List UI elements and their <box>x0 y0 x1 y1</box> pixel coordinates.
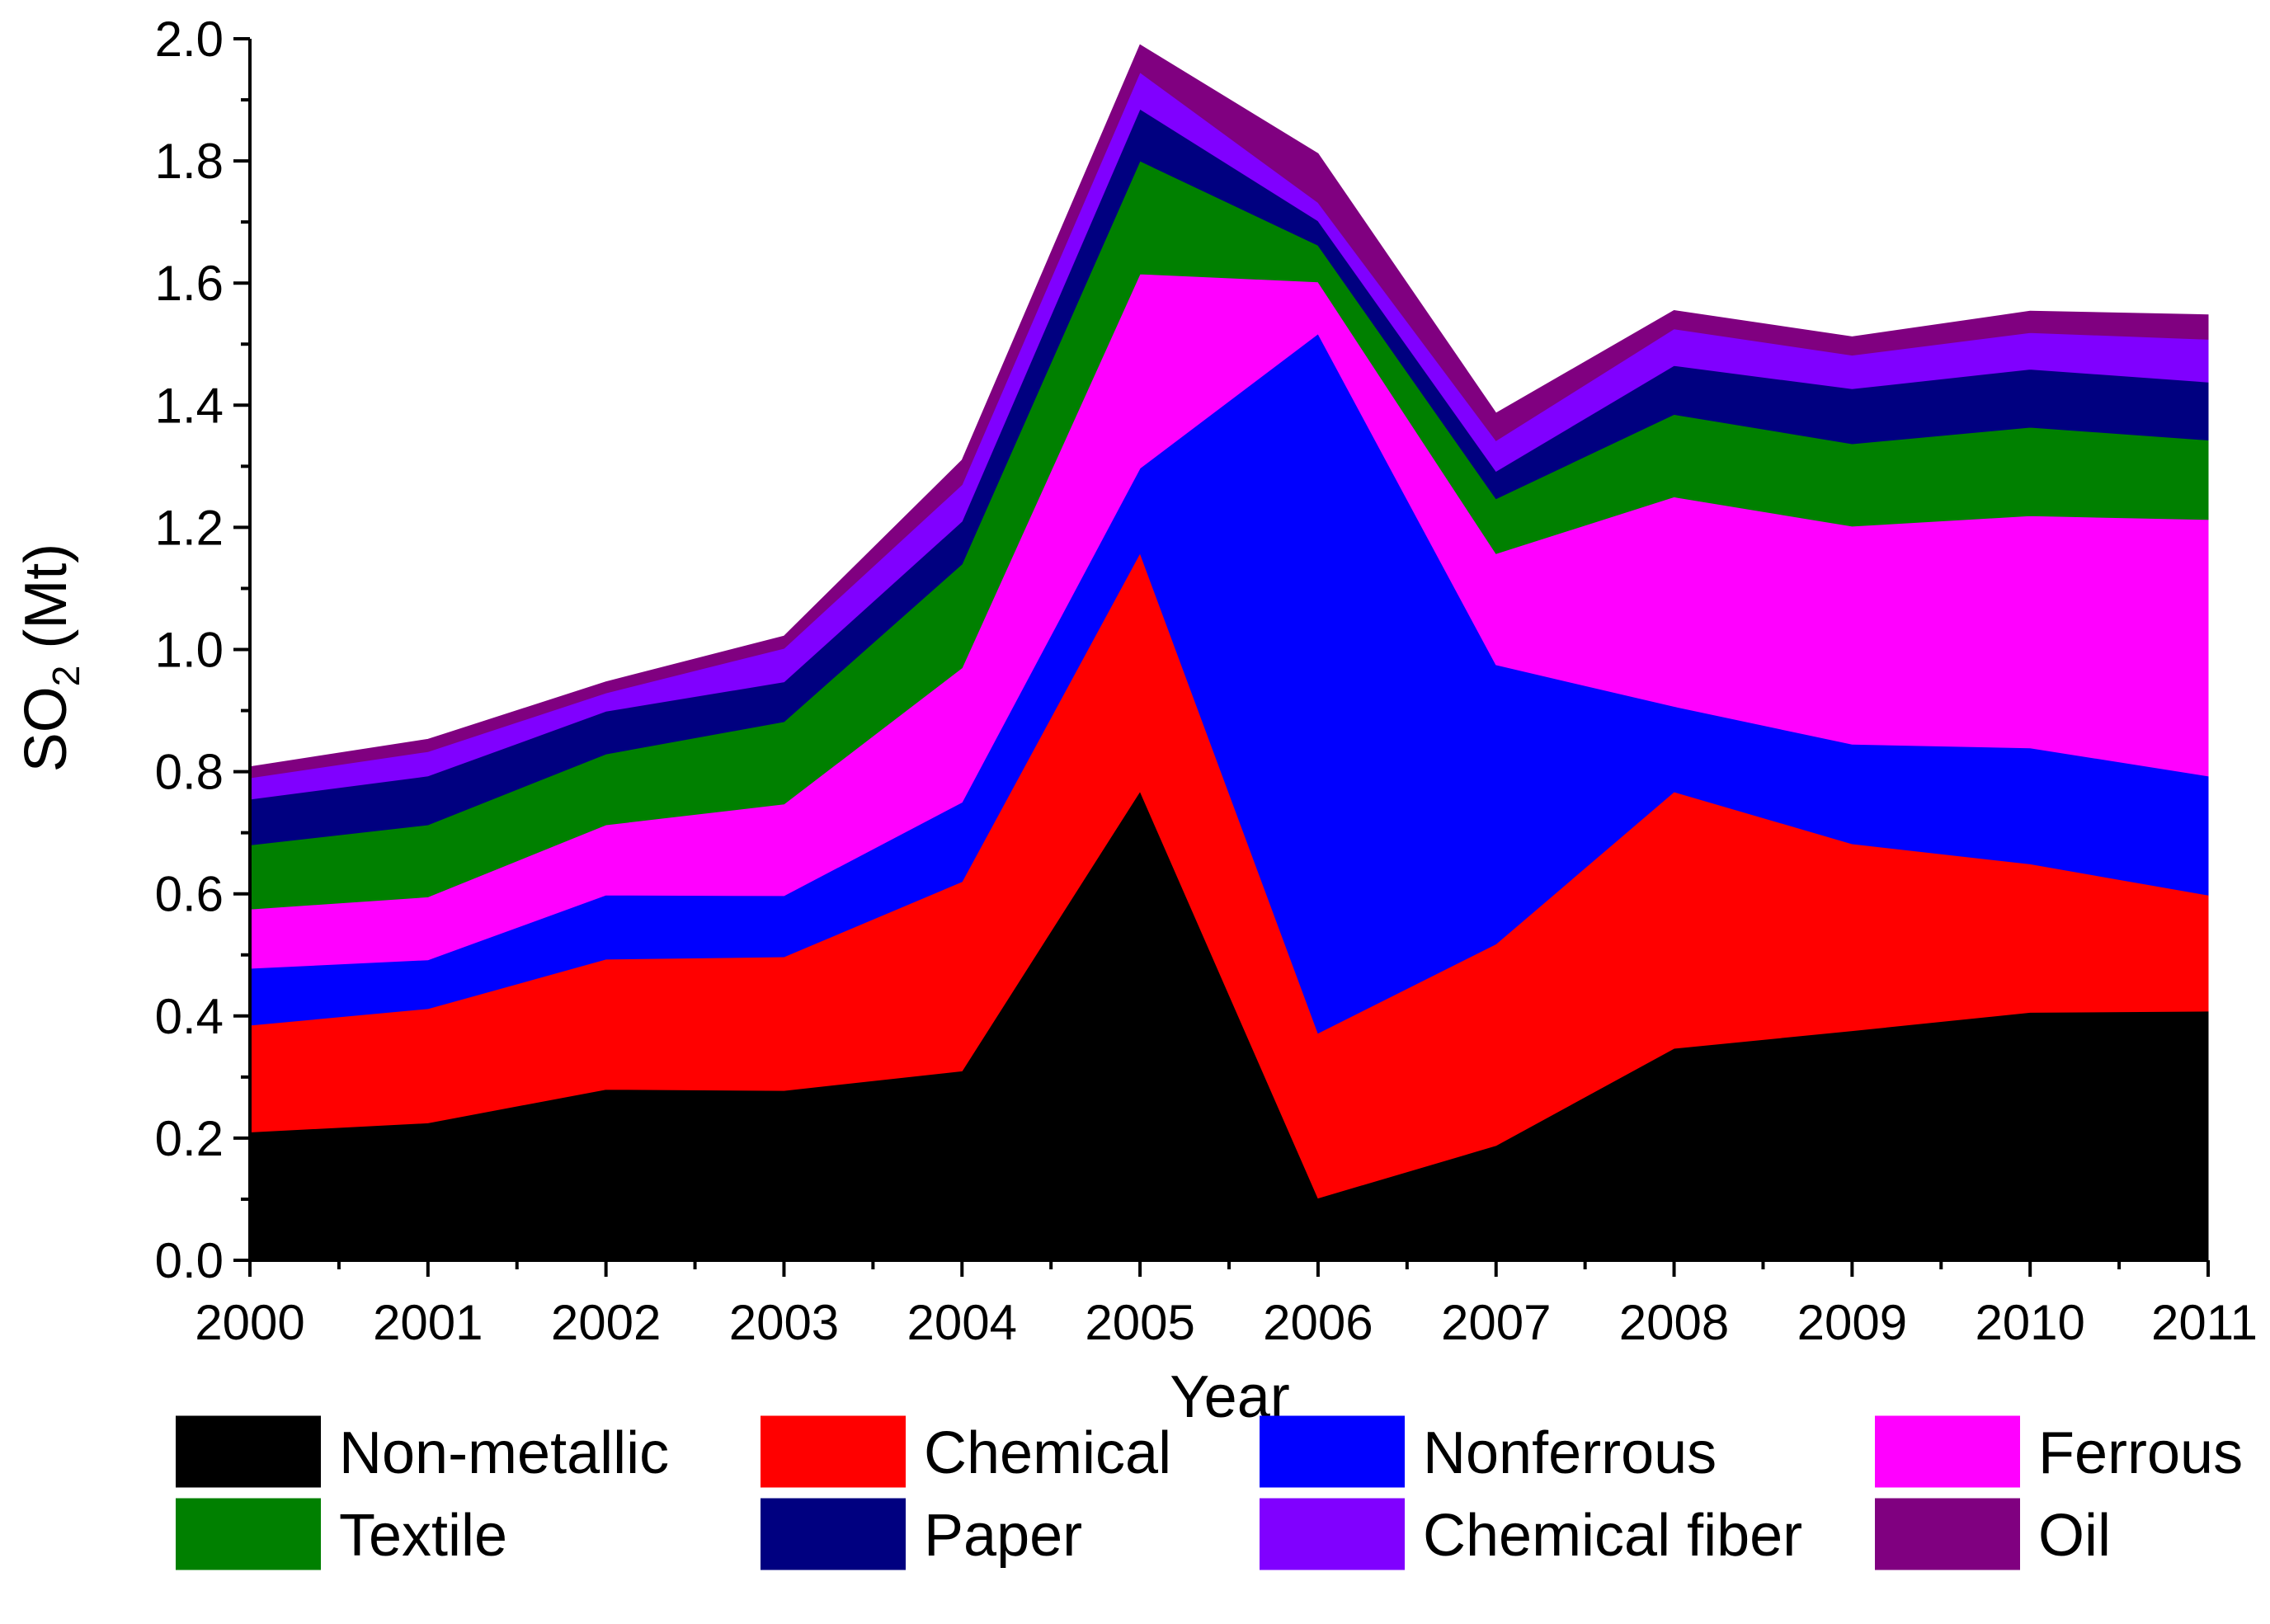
y-axis-title-subscript: 2 <box>45 666 87 687</box>
y-tick-label: 1.0 <box>155 623 224 678</box>
legend-swatch-ferrous <box>1875 1415 2020 1488</box>
area-oil <box>249 44 2209 779</box>
legend-swatch-chemical <box>761 1415 906 1488</box>
x-tick-label: 2010 <box>1975 1295 2084 1350</box>
y-tick-label: 1.2 <box>155 500 224 555</box>
y-tick-label: 1.4 <box>155 378 224 433</box>
y-tick-label: 2.0 <box>155 12 224 67</box>
legend-swatch-oil <box>1875 1498 2020 1570</box>
legend-label-nonferrous: Nonferrous <box>1423 1420 1717 1486</box>
x-tick-label: 2006 <box>1263 1295 1373 1350</box>
y-tick-label: 0.8 <box>155 745 224 800</box>
y-tick-label: 0.6 <box>155 867 224 922</box>
y-axis-ticks: 0.0 0.2 0.4 0.6 0.8 1.0 1.2 1.4 1.6 1.8 2.0 <box>155 12 250 1288</box>
legend-label-oil: Oil <box>2038 1503 2111 1569</box>
legend-label-chemical: Chemical <box>924 1420 1171 1486</box>
legend-label-ferrous: Ferrous <box>2038 1420 2243 1486</box>
x-tick-label: 2005 <box>1085 1295 1194 1350</box>
x-tick-label: 2002 <box>551 1295 661 1350</box>
y-tick-label: 0.0 <box>155 1233 224 1288</box>
x-tick-label: 2009 <box>1797 1295 1907 1350</box>
x-tick-label: 2003 <box>729 1295 839 1350</box>
y-tick-label: 0.2 <box>155 1111 224 1166</box>
legend-label-chemical-fiber: Chemical fiber <box>1423 1503 1802 1569</box>
legend-label-non-metallic: Non-metallic <box>339 1420 669 1486</box>
x-tick-label: 2001 <box>373 1295 483 1350</box>
x-tick-label: 2011 <box>2151 1295 2258 1350</box>
x-tick-label: 2008 <box>1619 1295 1729 1350</box>
y-axis-title: SO2 (Mt) <box>13 544 87 773</box>
stacked-areas <box>249 44 2209 1261</box>
legend-swatch-non-metallic <box>176 1415 321 1488</box>
y-tick-label: 0.4 <box>155 989 224 1044</box>
x-axis-ticks: 2000 2001 2002 2003 2004 2005 2006 2007 2008 2009… <box>195 1260 2258 1350</box>
y-axis-title-main: SO <box>13 686 79 772</box>
legend-swatch-paper <box>761 1498 906 1570</box>
legend-swatch-textile <box>176 1498 321 1570</box>
y-tick-label: 1.6 <box>155 256 224 311</box>
y-axis-title-unit: (Mt) <box>13 544 79 666</box>
legend-label-textile: Textile <box>339 1503 507 1569</box>
x-tick-label: 2004 <box>907 1295 1017 1350</box>
x-tick-label: 2000 <box>195 1295 304 1350</box>
legend-swatch-chemical-fiber <box>1260 1498 1405 1570</box>
x-tick-label: 2007 <box>1441 1295 1551 1350</box>
legend-label-paper: Paper <box>924 1503 1082 1569</box>
y-tick-label: 1.8 <box>155 134 224 189</box>
legend-swatch-nonferrous <box>1260 1415 1405 1488</box>
legend: Non-metallic Chemical Nonferrous Ferrous Tex… <box>176 1415 2243 1570</box>
